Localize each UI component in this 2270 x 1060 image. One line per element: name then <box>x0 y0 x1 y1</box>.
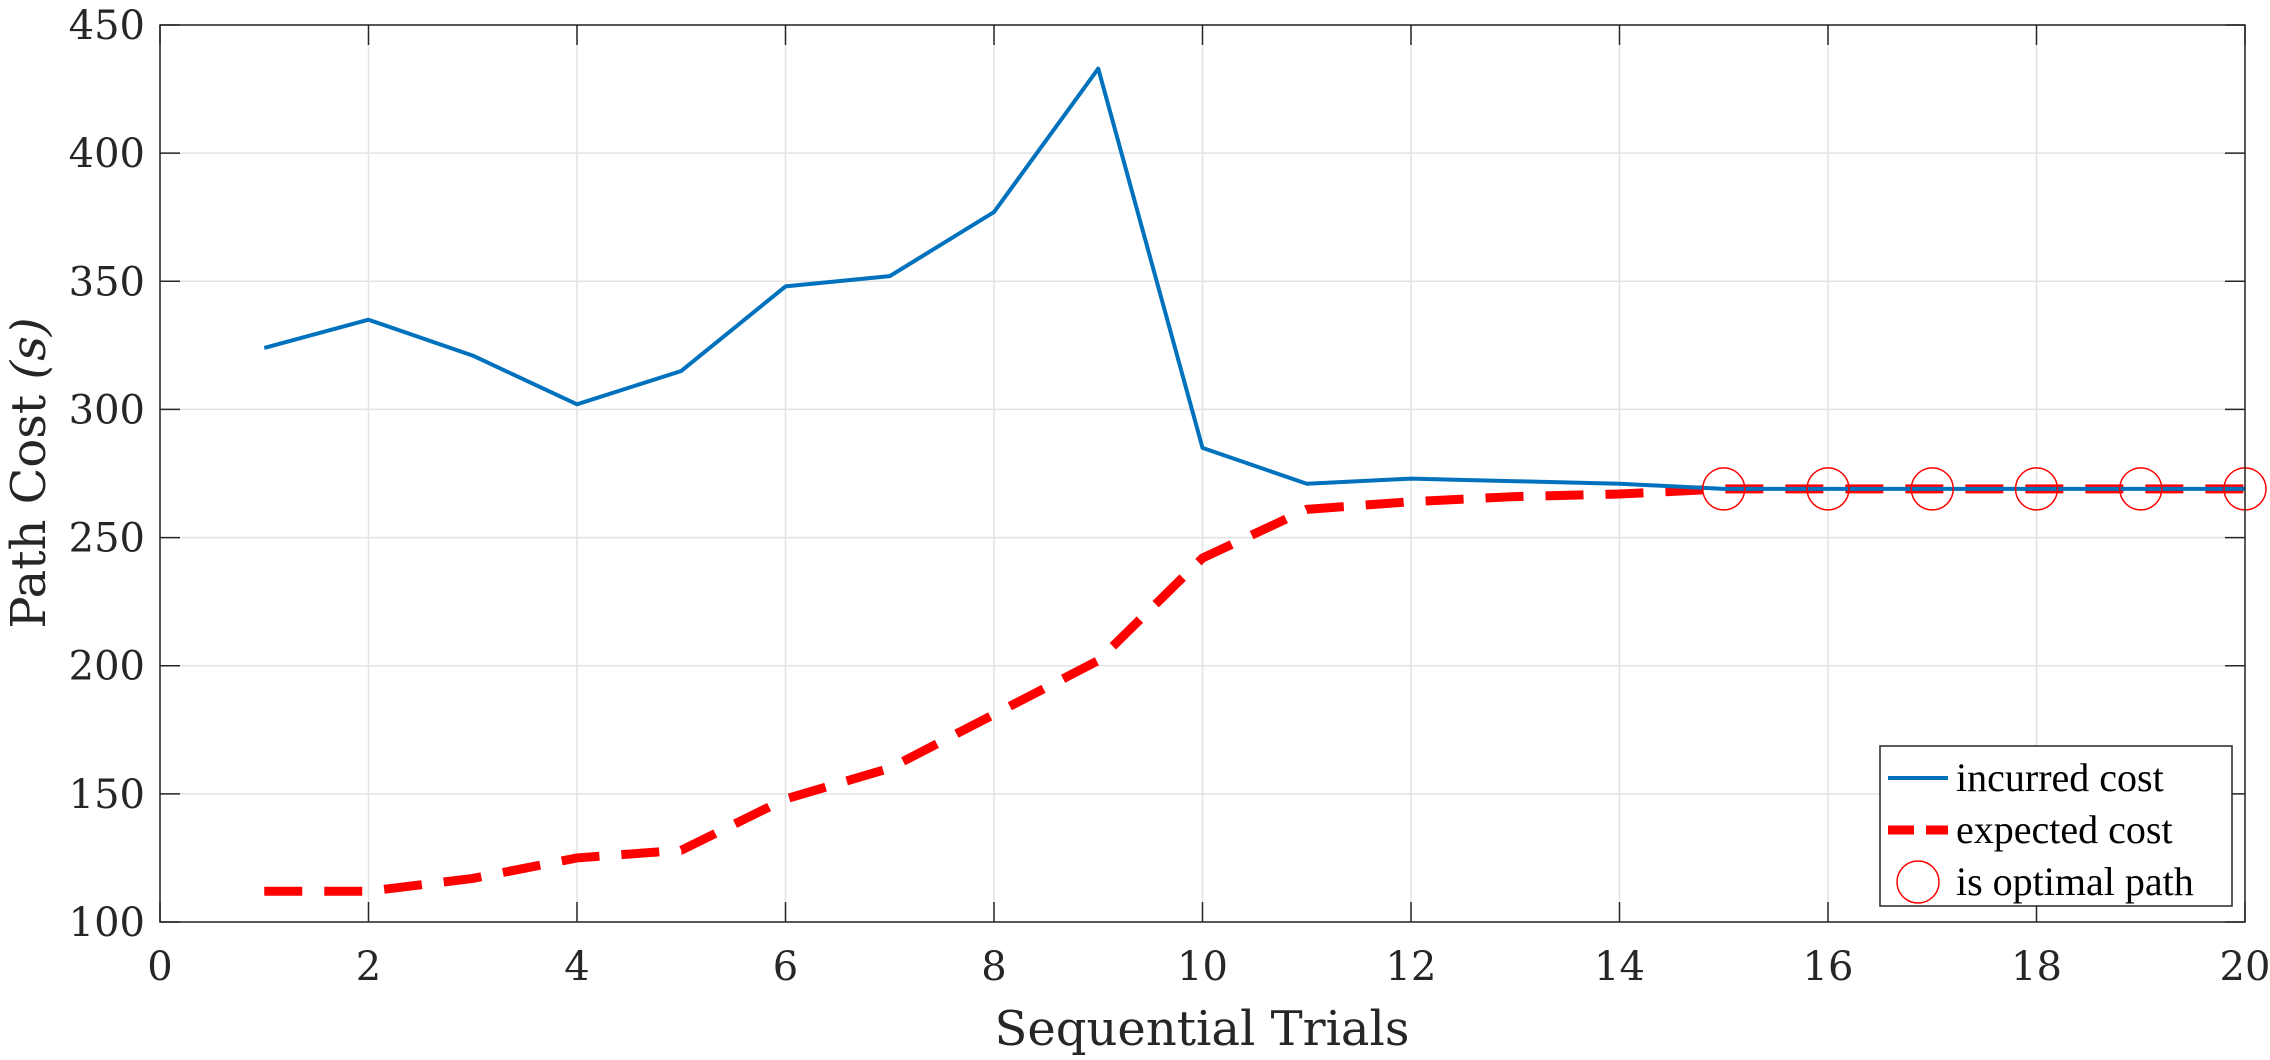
optimal-path-marker <box>2119 467 2163 511</box>
y-axis-title-text: Path Cost <box>1 380 57 629</box>
x-tick-label: 4 <box>564 944 589 990</box>
x-axis-title: Sequential Trials <box>994 1001 1409 1057</box>
y-tick-label: 150 <box>69 772 145 818</box>
optimal-path-marker <box>1910 467 1954 511</box>
x-tick-label: 10 <box>1177 944 1228 990</box>
series-layer <box>263 66 2267 896</box>
x-tick-label: 6 <box>773 944 798 990</box>
x-tick-label: 12 <box>1386 944 1437 990</box>
x-tick-label: 16 <box>1803 944 1854 990</box>
y-tick-label: 250 <box>69 516 145 562</box>
legend: incurred cost expected cost is optimal pat… <box>1879 745 2233 907</box>
y-tick-label: 300 <box>69 387 145 433</box>
x-tick-label: 20 <box>2220 944 2270 990</box>
y-tick-label: 450 <box>69 3 145 49</box>
x-tick-label: 0 <box>147 944 172 990</box>
legend-label-incurred-cost: incurred cost <box>1956 755 2164 800</box>
optimal-path-marker <box>1806 467 1850 511</box>
y-axis-title-unit: (s) <box>1 317 57 379</box>
x-tick-label: 14 <box>1594 944 1645 990</box>
optimal-path-marker <box>2014 467 2059 511</box>
legend-label-optimal-path: is optimal path <box>1956 859 2194 904</box>
tick-labels: 0 2 4 6 8 10 12 14 16 18 20 100 150 200 250 300 350 400 45… <box>69 3 2270 990</box>
y-tick-label: 400 <box>69 131 145 177</box>
y-axis-title: Path Cost (s) <box>1 317 57 628</box>
x-tick-label: 18 <box>2011 944 2062 990</box>
series-line-incurred-cost <box>263 66 2245 491</box>
legend-label-expected-cost: expected cost <box>1956 807 2173 852</box>
axes <box>159 24 2246 923</box>
legend-swatch-optimal-path <box>1896 860 1940 904</box>
y-tick-label: 350 <box>69 259 145 305</box>
y-tick-label: 200 <box>69 644 145 690</box>
x-tick-label: 8 <box>981 944 1006 990</box>
x-tick-label: 2 <box>356 944 381 990</box>
y-tick-label: 100 <box>69 900 145 946</box>
optimal-path-marker <box>1702 467 1746 511</box>
